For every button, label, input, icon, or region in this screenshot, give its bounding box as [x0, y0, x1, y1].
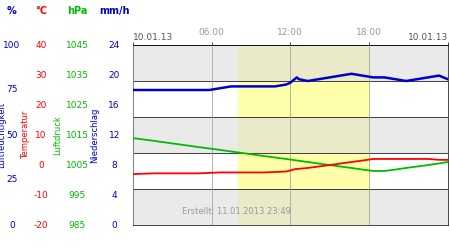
- Text: 20: 20: [108, 70, 120, 80]
- Text: 16: 16: [108, 100, 120, 110]
- Text: 985: 985: [68, 220, 86, 230]
- Text: 1015: 1015: [66, 130, 89, 140]
- Text: 1035: 1035: [66, 70, 89, 80]
- Text: 0: 0: [9, 220, 15, 230]
- Text: 10: 10: [36, 130, 47, 140]
- Text: 100: 100: [3, 40, 21, 50]
- Text: hPa: hPa: [67, 6, 87, 16]
- Bar: [133, 189, 448, 225]
- Text: 50: 50: [6, 130, 18, 140]
- Text: 40: 40: [36, 40, 47, 50]
- Text: Luftdruck: Luftdruck: [53, 115, 62, 155]
- Text: 8: 8: [111, 160, 117, 170]
- Bar: [133, 45, 448, 81]
- Text: 12: 12: [108, 130, 120, 140]
- Text: 0: 0: [111, 220, 117, 230]
- Text: Niederschlag: Niederschlag: [90, 107, 99, 163]
- Text: %: %: [7, 6, 17, 16]
- Text: -20: -20: [34, 220, 49, 230]
- Text: Erstellt: 11.01.2013 23:49: Erstellt: 11.01.2013 23:49: [182, 207, 291, 216]
- Text: 0: 0: [38, 160, 44, 170]
- Text: 75: 75: [6, 86, 18, 94]
- Text: 20: 20: [36, 100, 47, 110]
- Text: 1025: 1025: [66, 100, 89, 110]
- Text: 30: 30: [36, 70, 47, 80]
- Text: 24: 24: [108, 40, 120, 50]
- Text: °C: °C: [35, 6, 47, 16]
- Text: Temperatur: Temperatur: [22, 111, 31, 159]
- Bar: [238, 45, 369, 225]
- Text: 4: 4: [111, 190, 117, 200]
- Text: 1045: 1045: [66, 40, 89, 50]
- Text: 1005: 1005: [66, 160, 89, 170]
- Text: Luftfeuchtigkeit: Luftfeuchtigkeit: [0, 102, 6, 168]
- Text: 25: 25: [6, 176, 18, 184]
- Text: 10.01.13: 10.01.13: [133, 34, 173, 42]
- Text: 995: 995: [68, 190, 86, 200]
- Text: -10: -10: [34, 190, 49, 200]
- Text: mm/h: mm/h: [99, 6, 130, 16]
- Bar: [133, 117, 448, 153]
- Text: 10.01.13: 10.01.13: [408, 34, 448, 42]
